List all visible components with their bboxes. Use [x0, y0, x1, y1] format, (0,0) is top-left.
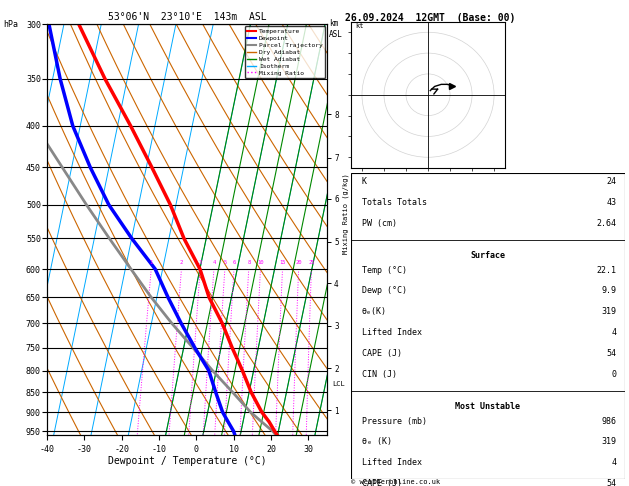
Text: hPa: hPa — [3, 20, 18, 30]
Title: 53°06'N  23°10'E  143m  ASL: 53°06'N 23°10'E 143m ASL — [108, 12, 267, 22]
Text: Lifted Index: Lifted Index — [362, 458, 422, 467]
Text: 6: 6 — [232, 260, 236, 265]
Text: Mixing Ratio (g/kg): Mixing Ratio (g/kg) — [342, 174, 348, 254]
Text: Surface: Surface — [470, 251, 505, 260]
Text: 22.1: 22.1 — [596, 266, 616, 275]
Text: Lifted Index: Lifted Index — [362, 328, 422, 337]
X-axis label: Dewpoint / Temperature (°C): Dewpoint / Temperature (°C) — [108, 456, 267, 467]
Legend: Temperature, Dewpoint, Parcel Trajectory, Dry Adiabat, Wet Adiabat, Isotherm, Mi: Temperature, Dewpoint, Parcel Trajectory… — [245, 26, 325, 78]
Text: 986: 986 — [601, 417, 616, 426]
Text: 43: 43 — [606, 198, 616, 207]
Text: 2: 2 — [180, 260, 183, 265]
Text: 15: 15 — [279, 260, 286, 265]
Text: Totals Totals: Totals Totals — [362, 198, 427, 207]
Text: km: km — [329, 19, 338, 29]
Text: Temp (°C): Temp (°C) — [362, 266, 407, 275]
Text: 8: 8 — [247, 260, 250, 265]
Text: CIN (J): CIN (J) — [362, 370, 397, 379]
Text: 319: 319 — [601, 307, 616, 316]
Text: K: K — [362, 177, 367, 186]
Text: 4: 4 — [212, 260, 216, 265]
Text: CAPE (J): CAPE (J) — [362, 479, 402, 486]
Text: Dewp (°C): Dewp (°C) — [362, 286, 407, 295]
Text: CAPE (J): CAPE (J) — [362, 349, 402, 358]
Text: 20: 20 — [296, 260, 302, 265]
Text: © weatheronline.co.uk: © weatheronline.co.uk — [351, 479, 440, 485]
Text: 0: 0 — [611, 370, 616, 379]
Text: kt: kt — [355, 23, 364, 29]
Text: LCL: LCL — [333, 382, 345, 387]
Text: 4: 4 — [611, 458, 616, 467]
Text: Most Unstable: Most Unstable — [455, 402, 520, 411]
Text: 25: 25 — [308, 260, 314, 265]
Text: θₑ (K): θₑ (K) — [362, 437, 392, 446]
Text: ASL: ASL — [329, 30, 343, 39]
Text: 4: 4 — [611, 328, 616, 337]
Text: 24: 24 — [606, 177, 616, 186]
Text: 26.09.2024  12GMT  (Base: 00): 26.09.2024 12GMT (Base: 00) — [345, 13, 515, 23]
Text: 1: 1 — [150, 260, 153, 265]
Text: Pressure (mb): Pressure (mb) — [362, 417, 427, 426]
Text: 54: 54 — [606, 479, 616, 486]
Text: 2.64: 2.64 — [596, 219, 616, 228]
Text: 9.9: 9.9 — [601, 286, 616, 295]
Text: 319: 319 — [601, 437, 616, 446]
Text: 3: 3 — [199, 260, 202, 265]
Text: θₑ(K): θₑ(K) — [362, 307, 387, 316]
Text: 10: 10 — [257, 260, 264, 265]
Text: 54: 54 — [606, 349, 616, 358]
Text: PW (cm): PW (cm) — [362, 219, 397, 228]
Text: 5: 5 — [223, 260, 226, 265]
